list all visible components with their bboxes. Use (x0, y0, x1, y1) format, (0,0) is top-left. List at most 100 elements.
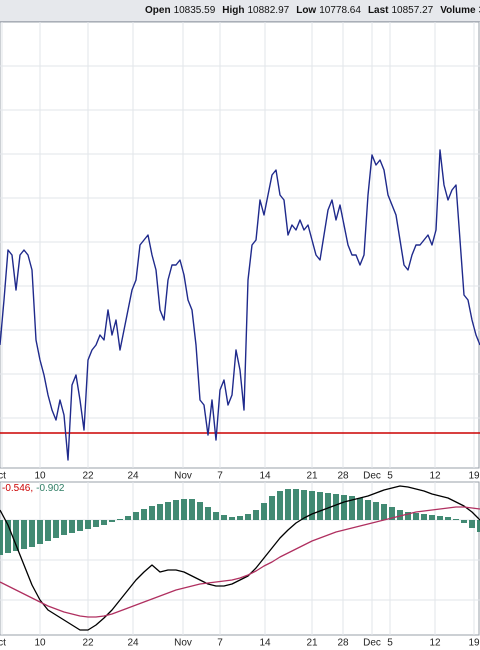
histogram-bar (21, 520, 27, 549)
histogram-bar (181, 499, 187, 520)
histogram-bar (341, 495, 347, 520)
histogram-bar (157, 504, 163, 520)
x-tick-label: 22 (82, 638, 94, 649)
x-tick-label: ct (0, 638, 6, 649)
quote-label: Last (367, 5, 389, 16)
histogram-bar (261, 503, 267, 520)
x-tick-label: 12 (429, 471, 441, 482)
histogram-bar (421, 514, 427, 520)
macd-legend-value: -0.546, (2, 483, 33, 494)
histogram-bar (357, 498, 363, 520)
histogram-bar (125, 516, 131, 520)
histogram-bar (117, 519, 123, 520)
histogram-bar (381, 504, 387, 520)
quote-header: Open 10835.59 High 10882.97 Low 10778.64 Last 1… (0, 0, 480, 22)
histogram-bar (245, 514, 251, 520)
macd-line (0, 485, 480, 631)
histogram-bar (61, 520, 67, 535)
histogram-bar (101, 520, 107, 525)
x-tick-label: ct (0, 471, 6, 482)
histogram-bar (69, 520, 75, 533)
x-tick-label: 24 (127, 471, 139, 482)
quote-label: Low (296, 5, 317, 16)
histogram-bar (469, 520, 475, 528)
histogram-bar (389, 507, 395, 520)
histogram-bar (0, 520, 3, 555)
x-tick-label: 10 (34, 638, 46, 649)
histogram-bar (133, 512, 139, 520)
histogram-bar (373, 502, 379, 520)
x-tick-label: 10 (34, 471, 46, 482)
price-line (0, 149, 480, 461)
histogram-bar (269, 496, 275, 520)
x-tick-label: 14 (259, 471, 271, 482)
x-tick-label: 22 (82, 471, 94, 482)
macd-legend-value: -0.902 (36, 483, 65, 494)
macd-panel (0, 481, 480, 636)
price-panel (0, 21, 480, 469)
x-tick-label: 7 (217, 471, 223, 482)
x-tick-label: 14 (259, 638, 271, 649)
quote-label: Open (145, 5, 171, 16)
histogram-bar (333, 494, 339, 520)
histogram-bar (189, 499, 195, 520)
histogram-bar (301, 490, 307, 520)
macd-legend: -0.546, -0.902 (2, 483, 65, 494)
x-tick-label: 24 (127, 638, 139, 649)
histogram-bar (461, 520, 467, 523)
histogram-bar (237, 516, 243, 520)
histogram-bar (317, 492, 323, 520)
histogram-bar (29, 520, 35, 547)
x-tick-label: 5 (387, 638, 393, 649)
x-tick-label: 19 (468, 471, 480, 482)
histogram-bar (165, 502, 171, 520)
x-tick-label: 28 (337, 638, 349, 649)
histogram-bar (413, 513, 419, 520)
histogram-bar (45, 520, 51, 541)
x-tick-label: 21 (306, 471, 318, 482)
quote-value: 10857.27 (391, 5, 434, 16)
histogram-bar (277, 491, 283, 520)
macd-line (0, 506, 480, 618)
histogram-bar (197, 502, 203, 520)
histogram-bar (325, 493, 331, 520)
quote-value: 351.7 (479, 5, 480, 16)
histogram-bar (477, 520, 480, 532)
histogram-bar (405, 512, 411, 520)
histogram-bar (349, 496, 355, 520)
x-tick-label: 19 (468, 638, 480, 649)
quote-value: 10882.97 (247, 5, 290, 16)
histogram-bar (149, 506, 155, 520)
x-tick-label: Nov (174, 638, 192, 649)
histogram-bar (77, 520, 83, 531)
histogram-bar (453, 519, 459, 520)
histogram-bar (205, 507, 211, 520)
quote-value: 10835.59 (173, 5, 216, 16)
x-tick-label: 12 (429, 638, 441, 649)
x-tick-label: Dec (363, 638, 381, 649)
histogram-bar (141, 509, 147, 520)
histogram-bar (365, 500, 371, 520)
x-tick-label: 28 (337, 471, 349, 482)
histogram-bar (229, 517, 235, 520)
histogram-bar (309, 491, 315, 520)
histogram-bar (85, 520, 91, 529)
histogram-bar (437, 516, 443, 520)
histogram-bar (37, 520, 43, 544)
quote-value: 10778.64 (319, 5, 361, 16)
x-tick-label: Nov (174, 471, 192, 482)
histogram-bar (213, 512, 219, 520)
x-tick-label: 7 (217, 638, 223, 649)
histogram-bar (445, 517, 451, 520)
histogram-bar (93, 520, 99, 527)
histogram-bar (5, 520, 11, 553)
histogram-bar (397, 510, 403, 520)
histogram-bar (13, 520, 19, 551)
histogram-bar (173, 500, 179, 520)
x-tick-label: 21 (306, 638, 318, 649)
histogram-bar (53, 520, 59, 538)
x-tick-label: Dec (363, 471, 381, 482)
histogram-bar (109, 520, 115, 522)
histogram-bar (285, 489, 291, 520)
